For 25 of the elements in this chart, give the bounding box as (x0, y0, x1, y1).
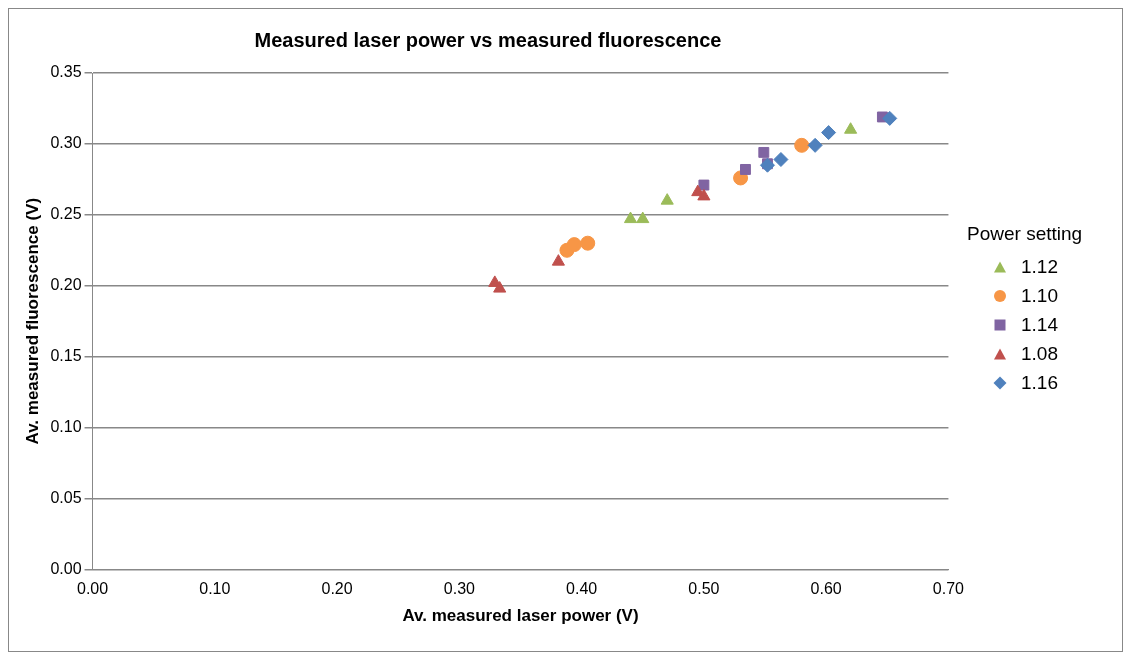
chart-title: Measured laser power vs measured fluorescence (254, 28, 722, 51)
y-tick-label: 0.35 (50, 63, 82, 81)
y-tick-label: 0.25 (50, 205, 82, 223)
y-tick-label: 0.00 (50, 559, 82, 577)
y-tick-label: 0.10 (50, 417, 82, 435)
y-tick-label: 0.30 (50, 134, 82, 152)
x-tick-label: 0.10 (199, 580, 231, 598)
y-axis-title: Av. measured fluorescence (V) (22, 197, 42, 445)
legend-label: 1.12 (1021, 256, 1058, 278)
x-tick-label: 0.60 (810, 580, 842, 598)
legend-label: 1.14 (1021, 314, 1058, 336)
x-tick-label: 0.70 (932, 580, 965, 598)
x-tick-label: 0.20 (321, 580, 353, 598)
y-tick-label: 0.05 (50, 488, 82, 506)
x-tick-label: 0.30 (443, 580, 476, 598)
legend-label: 1.08 (1021, 343, 1058, 365)
x-tick-label: 0.50 (688, 580, 720, 598)
x-axis-title: Av. measured laser power (V) (402, 606, 639, 626)
legend-label: 1.16 (1021, 372, 1058, 394)
x-tick-label: 0.00 (76, 580, 109, 598)
x-tick-label: 0.40 (566, 580, 598, 598)
y-tick-label: 0.15 (50, 347, 82, 365)
legend-label: 1.10 (1021, 285, 1058, 307)
y-tick-label: 0.20 (50, 276, 82, 294)
legend-title: Power setting (967, 222, 1084, 245)
